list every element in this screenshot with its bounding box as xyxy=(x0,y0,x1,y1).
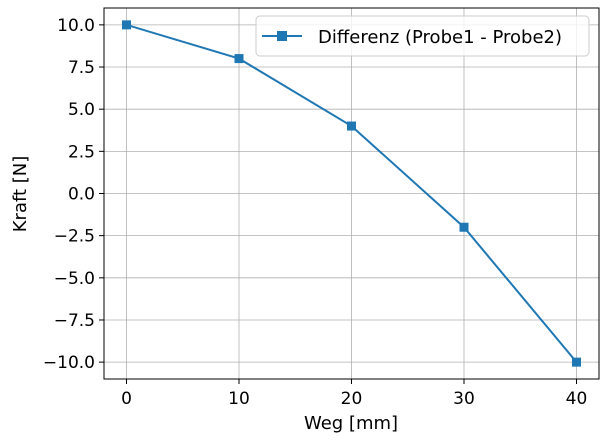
y-tick-label: −2.5 xyxy=(54,227,95,247)
x-tick-label: 10 xyxy=(228,389,250,409)
y-tick-label: 7.5 xyxy=(68,58,95,78)
y-tick-label: 5.0 xyxy=(68,100,95,120)
legend-box xyxy=(255,15,590,57)
grid xyxy=(104,8,599,379)
y-tick-label: 0.0 xyxy=(68,185,95,205)
y-tick-label: −5.0 xyxy=(54,269,95,289)
data-point-marker xyxy=(572,357,581,367)
x-tick-label: 40 xyxy=(566,389,588,409)
y-axis-ticks: 10.0 7.5 5.0 2.5 0.0 −2.5 −5.0 −7.5 −10.0 xyxy=(43,16,104,373)
y-axis-label: Kraft [N] xyxy=(10,156,31,233)
x-tick-label: 20 xyxy=(341,389,363,409)
plot-frame xyxy=(103,7,600,380)
y-tick-label: −10.0 xyxy=(43,353,95,373)
legend-square-marker xyxy=(277,31,287,41)
x-axis-label: Weg [mm] xyxy=(304,413,398,434)
data-point-marker xyxy=(122,20,131,30)
y-tick-label: −7.5 xyxy=(54,311,95,331)
y-tick-label: 2.5 xyxy=(68,142,95,162)
x-tick-label: 0 xyxy=(121,389,132,409)
y-tick-label: 10.0 xyxy=(57,16,95,36)
x-axis-ticks: 0 10 20 30 40 xyxy=(121,379,587,409)
legend: Differenz (Probe1 - Probe2) xyxy=(255,15,590,57)
data-point-marker xyxy=(459,222,469,232)
data-point-marker xyxy=(234,54,244,64)
series-layer xyxy=(122,20,581,367)
data-point-marker xyxy=(347,121,356,131)
x-tick-label: 30 xyxy=(453,389,475,409)
legend-label: Differenz (Probe1 - Probe2) xyxy=(318,27,562,48)
